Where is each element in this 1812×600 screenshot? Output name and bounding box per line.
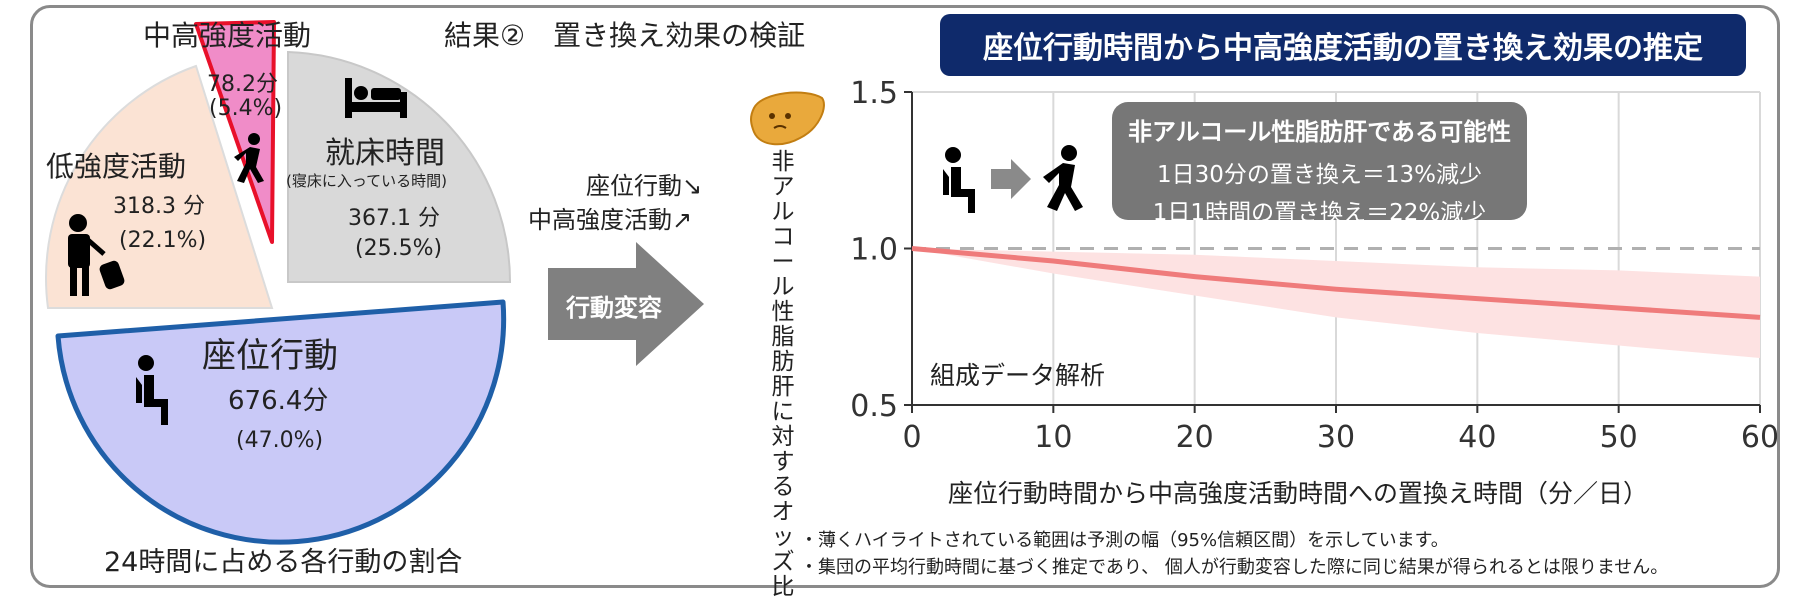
bed-icon <box>345 78 407 118</box>
pie-slice-light <box>45 64 274 309</box>
callout-line-30min: 1日30分の置き換え＝13%減少 <box>1156 162 1483 188</box>
y-axis-label: 非アルコール性脂肪肝に対するオッズ比 <box>771 149 795 600</box>
x-tick-label: 10 <box>1034 420 1072 455</box>
pie-slice-sedentary <box>55 299 507 545</box>
banner-title: 座位行動時間から中高強度活動の置き換え効果の推定 <box>940 14 1746 76</box>
y-tick-label: 1.0 <box>850 233 898 268</box>
arrow-right-icon <box>991 159 1031 199</box>
pie-percent-mvpa: (5.4%) <box>209 96 283 121</box>
pie-percent-light: (22.1%) <box>119 228 207 253</box>
sitting-person-icon <box>136 355 168 425</box>
pie-percent-sedentary: (47.0%) <box>236 428 324 453</box>
pie-sublabel-bed: (寝床に入っている時間) <box>286 172 447 190</box>
confidence-band <box>912 248 1760 359</box>
y-tick-label: 1.5 <box>850 76 898 111</box>
walking-person-icon <box>234 133 264 183</box>
pie-label-sedentary: 座位行動 <box>202 336 338 376</box>
x-axis-label: 座位行動時間から中高強度活動時間への置換え時間（分／日） <box>948 479 1649 508</box>
liver-icon <box>750 91 825 146</box>
x-tick-label: 0 <box>902 420 921 455</box>
behavior-change-label: 行動変容 <box>566 294 662 322</box>
pie-slice-mvpa <box>194 20 276 244</box>
pie-value-bed: 367.1 分 <box>348 206 440 231</box>
chart-annotation: 組成データ解析 <box>930 361 1106 390</box>
arrow-line-mvpa: 中高強度活動↗ <box>528 206 693 234</box>
callout-box: 非アルコール性脂肪肝である可能性 1日30分の置き換え＝13%減少 1日1時間の… <box>1112 102 1527 226</box>
pie-value-sedentary: 676.4分 <box>228 386 329 416</box>
section-title: 結果② 置き換え効果の検証 <box>444 19 806 52</box>
callout-line-60min: 1日1時間の置き換え＝22%減少 <box>1152 200 1487 226</box>
arrow-line-sedentary: 座位行動↘ <box>586 172 703 200</box>
x-tick-label: 60 <box>1741 420 1779 455</box>
note-disclaimer: ・集団の平均行動時間に基づく推定であり、 個人が行動変容した際に同じ結果が得られ… <box>800 557 1669 578</box>
y-tick-label: 0.5 <box>850 389 898 424</box>
person-with-luggage-icon <box>68 214 125 296</box>
substitution-icons <box>943 145 1083 213</box>
sitting-person-icon <box>943 147 975 213</box>
walking-person-icon <box>1043 145 1083 211</box>
x-tick-label: 50 <box>1600 420 1638 455</box>
pie-label-mvpa: 中高強度活動 <box>143 19 312 52</box>
x-tick-label: 30 <box>1317 420 1355 455</box>
pie-slice-bed <box>287 50 512 283</box>
pie-label-bed: 就床時間 <box>325 136 445 171</box>
x-tick-label: 40 <box>1458 420 1496 455</box>
pie-value-mvpa: 78.2分 <box>207 72 278 97</box>
odds-ratio-line <box>911 246 1761 320</box>
x-tick-label: 20 <box>1176 420 1214 455</box>
callout-title: 非アルコール性脂肪肝である可能性 <box>1127 118 1512 146</box>
pie-caption: 24時間に占める各行動の割合 <box>104 547 463 578</box>
pie-value-light: 318.3 分 <box>113 194 205 219</box>
figure-frame <box>30 5 1780 588</box>
behavior-change-arrow <box>548 242 704 366</box>
pie-percent-bed: (25.5%) <box>355 236 443 261</box>
pie-label-light: 低強度活動 <box>46 150 187 183</box>
note-confidence-interval: ・薄くハイライトされている範囲は予測の幅（95%信頼区間）を示しています。 <box>800 530 1449 551</box>
